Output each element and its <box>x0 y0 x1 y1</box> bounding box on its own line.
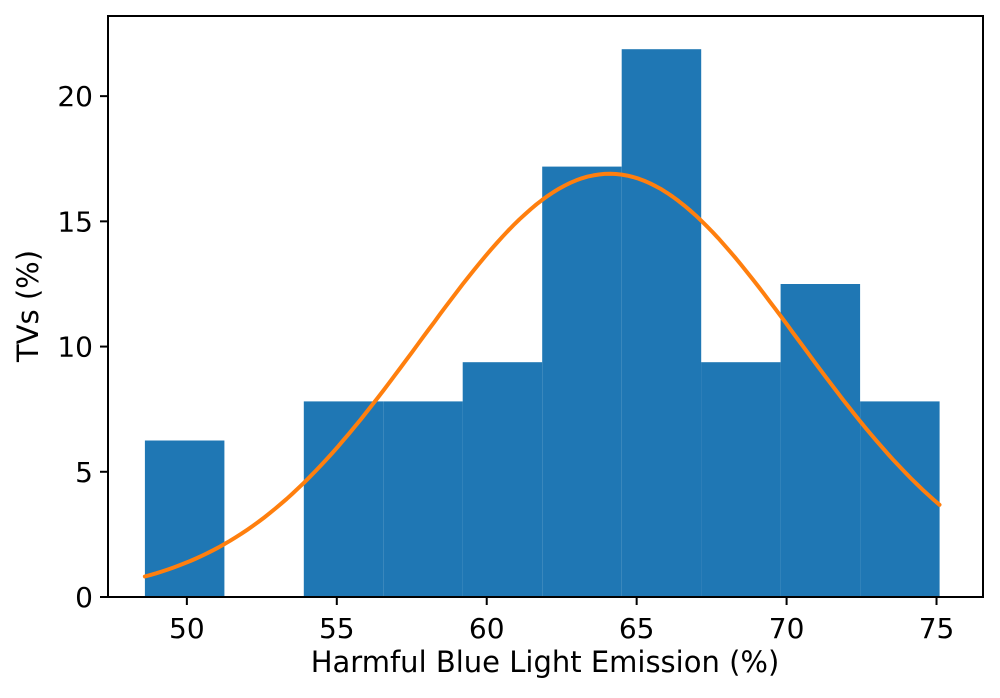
x-tick-label: 50 <box>169 612 205 645</box>
x-axis-label: Harmful Blue Light Emission (%) <box>311 645 780 679</box>
histogram-bar <box>701 362 781 597</box>
x-tick-label: 65 <box>619 612 655 645</box>
y-tick-label: 10 <box>57 331 93 364</box>
histogram-bar <box>383 401 463 597</box>
histogram-bar <box>860 401 940 597</box>
y-tick-label: 0 <box>75 581 93 614</box>
y-axis-label: TVs (%) <box>11 250 45 363</box>
x-tick-label: 75 <box>919 612 955 645</box>
fit-curve-line <box>142 171 942 579</box>
histogram-bar <box>303 401 384 597</box>
chart-layer: 50 55 60 65 70 75 0 5 10 15 20 <box>57 15 984 645</box>
histogram-bar <box>462 362 543 597</box>
plot-spine <box>107 15 984 598</box>
y-tick-label: 15 <box>57 205 93 238</box>
y-tick-label: 5 <box>75 456 93 489</box>
y-tick-label: 20 <box>57 80 93 113</box>
x-tick-label: 70 <box>769 612 805 645</box>
histogram-bar <box>621 49 702 597</box>
x-tick-label: 55 <box>319 612 355 645</box>
histogram-bar <box>542 166 622 597</box>
x-tick-label: 60 <box>469 612 505 645</box>
